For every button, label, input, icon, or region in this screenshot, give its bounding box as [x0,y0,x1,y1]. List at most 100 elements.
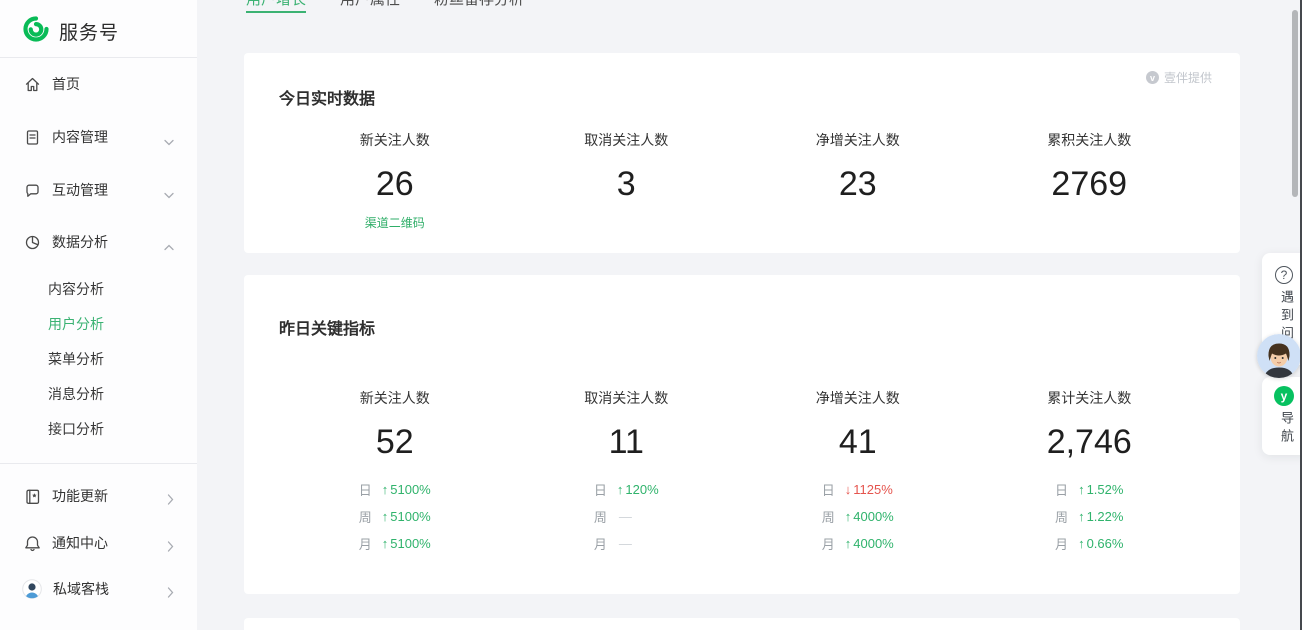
sidebar-item-label: 功能更新 [52,488,108,504]
navigation-floating-panel[interactable]: y 导航 [1262,377,1302,455]
metric-label: 净增关注人数 [815,390,900,406]
arrow-down-icon: ↓ [844,481,852,497]
trend-row-day: 日 ↓ 1125% [822,476,894,503]
tab-user-growth[interactable]: 用户增长 [246,0,307,13]
sidebar-subitem-content-analysis[interactable]: 内容分析 [48,281,104,297]
trend-row-month: 月 ↑ 4000% [822,530,894,557]
metric-total-followers: 累计关注人数 2,746 日 ↑ 1.52% 周 ↑ 1.22% 月 ↑ 0.66% [974,388,1206,557]
provider-label: 壹伴提供 [1163,71,1212,85]
sidebar-subitem-message-analysis[interactable]: 消息分析 [48,386,104,402]
trend-row-week: 周 ↑ 1.22% [1055,503,1123,530]
tab-user-attributes[interactable]: 用户属性 [340,0,400,13]
chevron-right-icon [167,492,174,508]
metric-net-followers: 净增关注人数 23 [742,130,974,232]
window-edge [1300,0,1302,630]
arrow-up-icon: ↑ [616,481,624,497]
metric-value: 2769 [1051,165,1128,203]
trend-period: 月 [821,536,835,552]
sidebar-subitem-user-analysis[interactable]: 用户分析 [48,316,104,332]
trend-row-week: 周 ↑ 4000% [822,503,894,530]
metric-value: 52 [375,423,414,461]
metric-unfollowers: 取消关注人数 3 [511,130,743,232]
sidebar-item-interaction-management[interactable]: 互动管理 [24,180,184,200]
divider [0,463,197,464]
metric-value: 3 [616,165,636,203]
trend-value: ↑ 4000% [844,535,894,551]
trend-value: ↑ 5100% [381,535,431,551]
trend-value: ↑ 5100% [381,508,431,524]
trend-value: ↑ 1.52% [1078,481,1124,497]
trend-period: 日 [821,482,835,498]
metric-new-followers: 新关注人数 52 日 ↑ 5100% 周 ↑ 5100% 月 ↑ 5100% [279,388,511,557]
trend-value: ↑ 5100% [381,481,431,497]
trend-list: 日 ↑ 120% 周 — 月 — [594,476,659,557]
sidebar-item-notification-center[interactable]: 通知中心 [24,533,184,553]
yiban-nav-badge-icon: y [1274,386,1294,406]
metric-label: 净增关注人数 [815,132,900,148]
tab-fan-retention-analysis[interactable]: 粉丝留存分析 [434,0,524,13]
sidebar: 服务号 首页 内容管理 互动管理 数据分析 [0,0,197,630]
trend-value: — [618,508,632,524]
question-mark-icon[interactable]: ? [1275,266,1293,284]
sidebar-item-label: 内容管理 [52,129,108,145]
sidebar-item-home[interactable]: 首页 [24,74,184,94]
sidebar-item-label: 互动管理 [52,182,108,198]
sidebar-item-content-management[interactable]: 内容管理 [24,127,184,147]
trend-period: 日 [593,482,607,498]
metric-label: 取消关注人数 [584,390,669,406]
trend-period: 周 [1055,509,1069,525]
brand-swirl-icon [22,15,50,48]
chevron-down-icon [164,186,174,202]
metric-value: 41 [838,423,877,461]
chevron-up-icon [164,238,174,254]
metric-label: 取消关注人数 [584,132,669,148]
yiban-badge-icon: v [1145,71,1159,84]
metric-label: 新关注人数 [359,132,430,148]
sidebar-item-label: 首页 [52,76,80,92]
trend-period: 周 [593,509,607,525]
chat-bubble-icon [26,184,39,197]
sidebar-item-data-analysis[interactable]: 数据分析 [24,232,184,252]
trend-period: 周 [821,509,835,525]
arrow-up-icon: ↑ [844,508,852,524]
sidebar-item-private-hostel[interactable]: 私域客栈 [22,579,184,601]
brand-logo[interactable]: 服务号 [22,15,119,48]
chevron-down-icon [164,133,174,149]
card-title: 昨日关键指标 [279,321,376,338]
trend-period: 日 [358,482,372,498]
metric-net-followers: 净增关注人数 41 日 ↓ 1125% 周 ↑ 4000% 月 ↑ 4000% [742,388,974,557]
trend-value: ↓ 1125% [844,481,893,497]
sidebar-item-label: 通知中心 [52,535,108,551]
arrow-up-icon: ↑ [1078,508,1085,524]
sidebar-subitem-api-analysis[interactable]: 接口分析 [48,421,104,437]
trend-row-day: 日 ↑ 5100% [359,476,431,503]
today-metrics-row: 新关注人数 26 渠道二维码 取消关注人数 3 净增关注人数 23 累积关注人数… [279,130,1205,232]
metric-value: 23 [838,165,877,203]
channel-qrcode-link[interactable]: 渠道二维码 [364,215,425,230]
vertical-scrollbar-thumb[interactable] [1292,10,1298,197]
sidebar-subitem-menu-analysis[interactable]: 菜单分析 [48,351,104,367]
help-panel-label: 遇到问 [1279,290,1294,344]
arrow-up-icon: ↑ [381,481,389,497]
assistant-avatar[interactable] [1257,334,1301,378]
provider-badge: v 壹伴提供 [1145,69,1212,86]
metric-label: 累积关注人数 [1047,132,1132,148]
trend-row-day: 日 ↑ 1.52% [1055,476,1123,503]
chevron-right-icon [167,585,174,601]
trend-value: ↑ 4000% [844,508,894,524]
nav-panel-label: 导航 [1279,411,1294,447]
hostel-logo-icon [22,579,42,599]
yesterday-metrics-row: 新关注人数 52 日 ↑ 5100% 周 ↑ 5100% 月 ↑ 5100% 取消关注… [279,388,1205,557]
metric-label: 累计关注人数 [1047,390,1132,406]
journal-star-icon [26,489,40,504]
trend-value: ↑ 120% [616,481,659,497]
trend-row-month: 月 — [594,530,659,557]
arrow-up-icon: ↑ [844,535,852,551]
trend-row-month: 月 ↑ 5100% [359,530,431,557]
pie-chart-icon [25,235,40,249]
trend-period: 周 [358,509,372,525]
card-title: 今日实时数据 [279,91,376,108]
bell-icon [25,535,40,551]
arrow-up-icon: ↑ [1078,481,1085,497]
sidebar-item-feature-updates[interactable]: 功能更新 [24,486,184,506]
